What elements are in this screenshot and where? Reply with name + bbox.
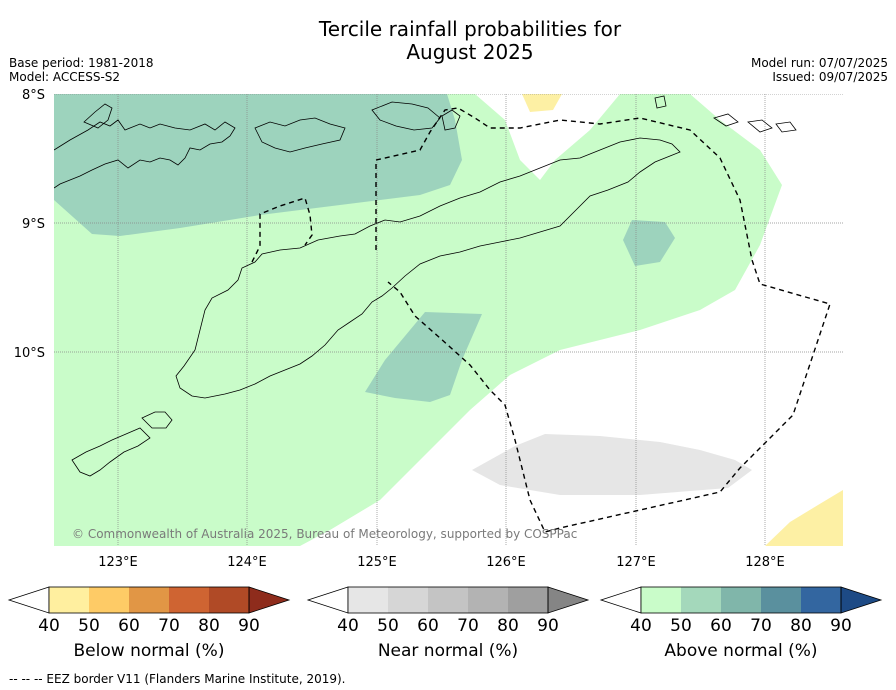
eez-border (251, 107, 831, 533)
colorbar-tick-label: 50 (670, 616, 692, 636)
colorbar-tick-label: 60 (118, 616, 140, 636)
colorbar-segment (388, 587, 428, 613)
lat-label: 8°S (22, 88, 45, 103)
colorbar-title: Near normal (%) (378, 641, 518, 661)
meta-right: Model run: 07/07/2025 Issued: 09/07/2025 (751, 56, 888, 84)
colorbar-outline (48, 586, 250, 614)
colorbar-2: 40 50 60 70 80 90 Near normal (%) (306, 586, 590, 661)
colorbar-high-extension (840, 586, 883, 614)
sumba-coast (71, 427, 151, 477)
title-line-1: Tercile rainfall probabilities for (318, 17, 622, 41)
colorbar-tick-label: 50 (377, 616, 399, 636)
above-50-region-north (54, 94, 462, 236)
lon-label: 128°E (745, 555, 785, 570)
issued-date: Issued: 09/07/2025 (772, 70, 888, 84)
atauro-coast (441, 109, 461, 131)
colorbar-title: Above normal (%) (664, 641, 817, 661)
colorbar-segment (169, 587, 209, 613)
colorbar-outline (347, 586, 549, 614)
rote-coast (141, 411, 173, 429)
eez-footnote: -- -- -- EEZ border V11 (Flanders Marine… (9, 672, 346, 686)
colorbar-tick-label: 90 (238, 616, 260, 636)
colorbar-tick-label: 40 (38, 616, 60, 636)
islet-4 (775, 121, 797, 133)
below-40-region-north (522, 94, 562, 112)
above-50-region-central (365, 312, 482, 402)
colorbar-tick-label: 40 (630, 616, 652, 636)
colorbar-segment (761, 587, 801, 613)
colorbar-segment (428, 587, 468, 613)
colorbar-title: Below normal (%) (74, 641, 225, 661)
colorbar-low-extension (7, 586, 50, 614)
meta-left: Base period: 1981-2018 Model: ACCESS-S2 (9, 56, 154, 84)
pantar-coast (83, 103, 113, 129)
near-40-region (472, 434, 752, 495)
colorbar-tick-label: 90 (830, 616, 852, 636)
colorbar-segment (89, 587, 129, 613)
colorbar-high-extension (547, 586, 590, 614)
colorbar-tick-label: 80 (497, 616, 519, 636)
colorbars: 40 50 60 70 80 90 Below normal (%) 40 50 60 70 80 90… (7, 586, 883, 661)
islet-1 (654, 95, 667, 109)
colorbar-tick-label: 60 (417, 616, 439, 636)
colorbar-high-extension (248, 586, 291, 614)
colorbar-segment (348, 587, 388, 613)
islet-3 (747, 119, 773, 133)
colorbar-outline (640, 586, 842, 614)
colorbar-segment (508, 587, 548, 613)
colorbar-tick-label: 40 (337, 616, 359, 636)
lon-label: 125°E (357, 555, 397, 570)
lon-axis: 123°E 124°E 125°E 126°E 127°E 128°E (98, 555, 785, 570)
below-40-region-southeast (765, 490, 843, 546)
model-name: Model: ACCESS-S2 (9, 70, 121, 84)
colorbar-segment (801, 587, 841, 613)
colorbar-3: 40 50 60 70 80 90 Above normal (%) (599, 586, 883, 661)
coastlines (54, 95, 797, 477)
model-run: Model run: 07/07/2025 (750, 56, 888, 70)
lon-label: 123°E (98, 555, 138, 570)
gridlines (54, 94, 843, 546)
flores-coast (54, 119, 236, 189)
lat-axis: 8°S 9°S 10°S (14, 88, 45, 361)
colorbar-segment (49, 587, 89, 613)
colorbar-segment (721, 587, 761, 613)
colorbar-tick-label: 60 (710, 616, 732, 636)
copyright-text: © Commonwealth of Australia 2025, Bureau… (72, 527, 577, 541)
colorbar-segment (641, 587, 681, 613)
colorbar-segment (468, 587, 508, 613)
lon-label: 124°E (227, 555, 267, 570)
alor-coast (254, 117, 346, 153)
timor-coast (175, 137, 681, 399)
colorbar-low-extension (306, 586, 349, 614)
colorbar-tick-label: 70 (158, 616, 180, 636)
lat-label: 10°S (14, 346, 45, 361)
lon-label: 127°E (616, 555, 656, 570)
colorbar-tick-label: 80 (790, 616, 812, 636)
base-period: Base period: 1981-2018 (9, 56, 154, 70)
colorbar-segment (681, 587, 721, 613)
colorbar-tick-label: 70 (750, 616, 772, 636)
title-line-2: August 2025 (406, 40, 534, 64)
colorbar-tick-label: 80 (198, 616, 220, 636)
colorbar-low-extension (599, 586, 642, 614)
colorbar-1: 40 50 60 70 80 90 Below normal (%) (7, 586, 291, 661)
lon-label: 126°E (486, 555, 526, 570)
colorbar-segment (209, 587, 249, 613)
colorbar-tick-label: 50 (78, 616, 100, 636)
islet-2 (713, 113, 739, 127)
lat-label: 9°S (22, 217, 45, 232)
colorbar-tick-label: 70 (457, 616, 479, 636)
colorbar-segment (129, 587, 169, 613)
probability-shading (54, 94, 843, 546)
colorbar-tick-label: 90 (537, 616, 559, 636)
map-title: Tercile rainfall probabilities for Augus… (0, 18, 896, 64)
